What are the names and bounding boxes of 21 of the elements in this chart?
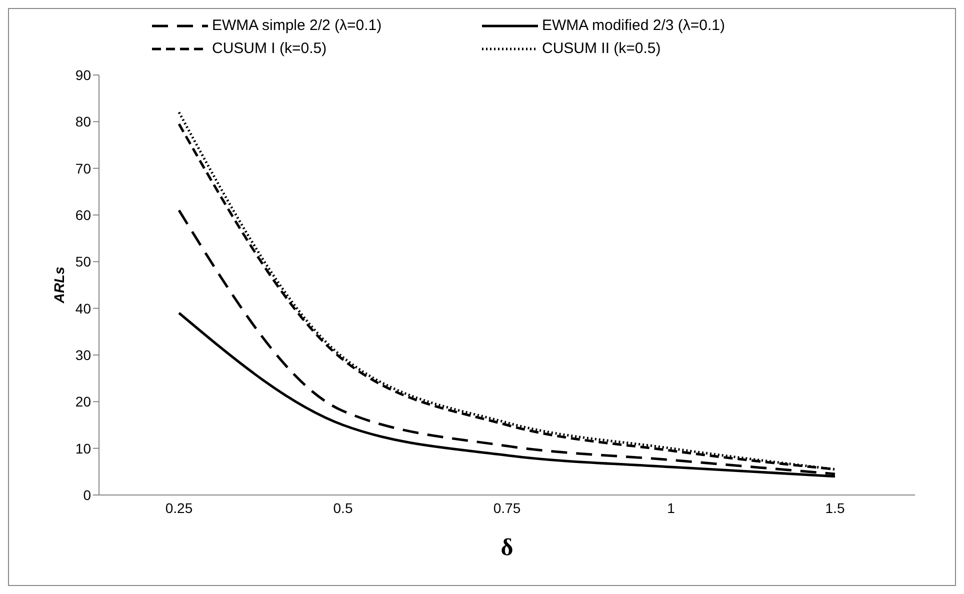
y-tick-label: 20	[75, 394, 92, 410]
y-tick-label: 50	[75, 254, 92, 270]
legend-label: CUSUM I (k=0.5)	[212, 40, 327, 57]
x-axis-title: δ	[500, 535, 514, 561]
y-tick-label: 80	[75, 114, 92, 130]
x-tick-label: 0.25	[165, 500, 193, 516]
y-tick-label: 0	[83, 486, 92, 503]
y-tick-label: 70	[75, 160, 92, 176]
legend-label: EWMA modified 2/3 (λ=0.1)	[542, 17, 725, 34]
legend-label: CUSUM II (k=0.5)	[542, 40, 661, 57]
legend-label: EWMA simple 2/2 (λ=0.1)	[212, 17, 382, 34]
y-tick-label: 40	[75, 300, 92, 316]
y-axis-title: ARLs	[50, 266, 67, 304]
y-tick-label: 90	[75, 66, 92, 83]
y-tick-label: 60	[75, 206, 92, 223]
y-tick-label: 10	[75, 440, 92, 456]
x-tick-label: 1.5	[825, 500, 845, 516]
x-tick-label: 0.75	[493, 500, 521, 516]
y-tick-label: 30	[75, 346, 92, 363]
x-tick-label: 1	[667, 500, 676, 516]
x-tick-label: 0.5	[333, 500, 353, 516]
